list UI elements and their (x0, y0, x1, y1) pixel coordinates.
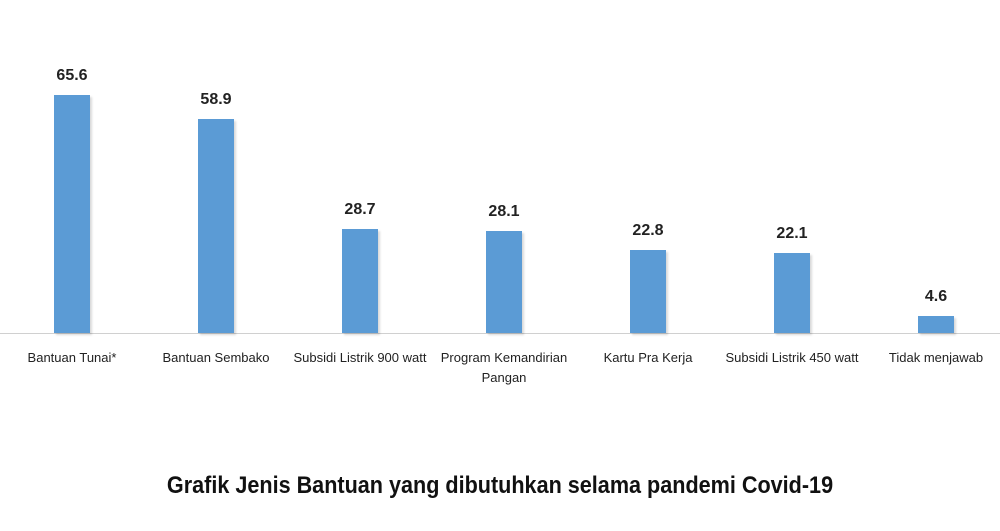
bar (54, 94, 90, 333)
data-label: 28.7 (344, 200, 376, 218)
baseline (0, 333, 1000, 334)
data-label: 58.9 (200, 91, 232, 109)
x-tick-label: Tidak menjawab (888, 350, 984, 365)
x-tick-label: Subsidi Listrik 450 watt (725, 350, 859, 365)
bar (630, 250, 666, 333)
bar (198, 119, 234, 333)
x-tick-label: Program Kemandirian Pangan (440, 350, 568, 385)
data-label: 28.1 (488, 202, 520, 220)
data-label: 22.1 (776, 224, 808, 242)
x-tick-label: Kartu Pra Kerja (603, 350, 693, 365)
x-tick-label: Subsidi Listrik 900 watt (293, 350, 427, 365)
data-label: 22.8 (632, 222, 664, 240)
bar (774, 252, 810, 333)
data-label: 65.6 (56, 66, 88, 84)
x-tick-label: Bantuan Tunai* (27, 350, 117, 365)
data-label: 4.6 (924, 288, 948, 306)
chart-title: Grafik Jenis Bantuan yang dibutuhkan sel… (166, 472, 834, 499)
bar (486, 230, 522, 333)
bar (342, 228, 378, 333)
bar (918, 316, 954, 333)
x-tick-label: Bantuan Sembako (162, 350, 270, 365)
